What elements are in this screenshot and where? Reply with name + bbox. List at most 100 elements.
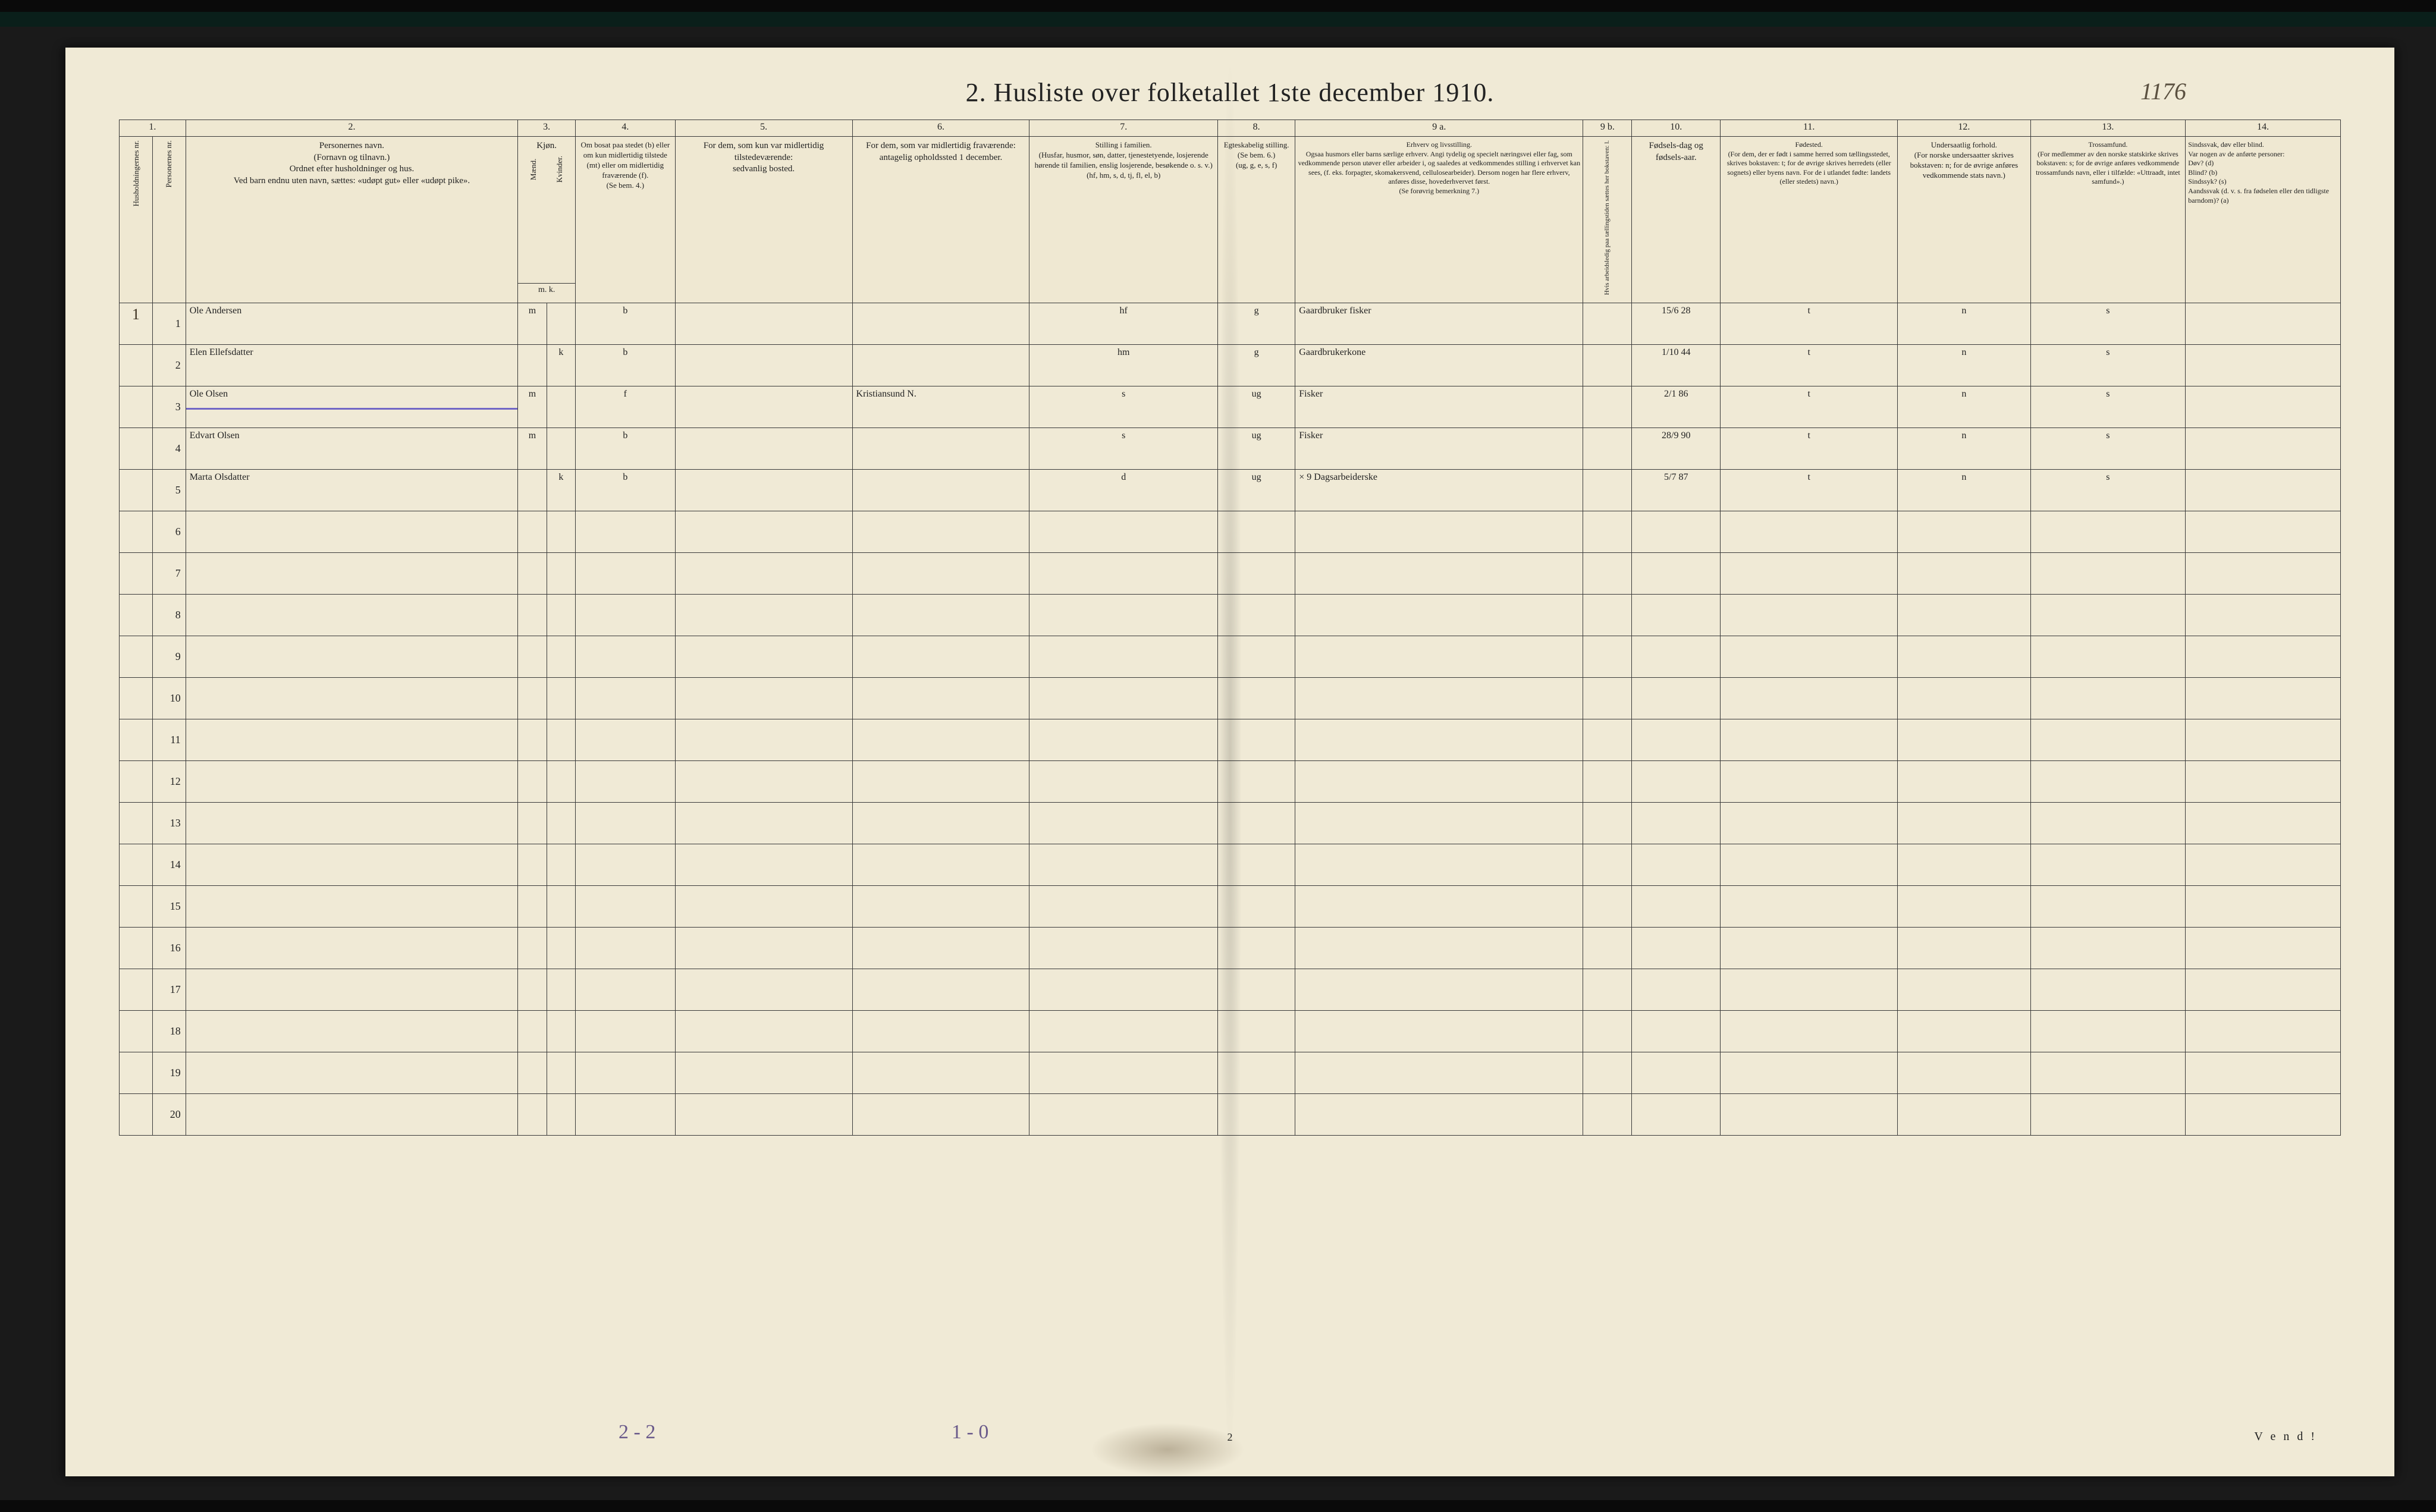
empty-cell: [1295, 677, 1583, 719]
empty-cell: [1898, 1093, 2030, 1135]
person-num: 11: [152, 719, 186, 760]
empty-cell: [576, 885, 676, 927]
empty-cell: [518, 885, 547, 927]
empty-cell: [1217, 844, 1295, 885]
hdr-num-5: 5.: [675, 120, 852, 137]
empty-cell: [518, 802, 547, 844]
person-num: 8: [152, 594, 186, 636]
hdr-num-12: 12.: [1898, 120, 2030, 137]
person-num: 15: [152, 885, 186, 927]
empty-cell: [1029, 885, 1218, 927]
hdr-num-2: 2.: [186, 120, 518, 137]
empty-cell: [1295, 719, 1583, 760]
empty-cell: [1632, 802, 1721, 844]
empty-cell: [1721, 511, 1898, 552]
empty-cell: [1632, 760, 1721, 802]
household-num: [120, 844, 153, 885]
empty-cell: [518, 969, 547, 1010]
empty-cell: [1583, 969, 1632, 1010]
empty-cell: [1898, 594, 2030, 636]
hdr-num-11: 11.: [1721, 120, 1898, 137]
ledger-page: 1176 2. Husliste over folketallet 1ste d…: [65, 48, 2394, 1476]
hdr-num-10: 10.: [1632, 120, 1721, 137]
empty-cell: [518, 511, 547, 552]
midl-tilstede: [675, 469, 852, 511]
hdr-num-7: 7.: [1029, 120, 1218, 137]
empty-cell: [1217, 885, 1295, 927]
hdr-c8: Egteskabelig stilling. (Se bem. 6.) (ug,…: [1217, 137, 1295, 303]
table-row-empty: 20: [120, 1093, 2341, 1135]
empty-cell: [1721, 1010, 1898, 1052]
empty-cell: [1583, 760, 1632, 802]
hdr-c13: Trossamfund. (For medlemmer av den norsk…: [2030, 137, 2186, 303]
empty-cell: [186, 636, 518, 677]
trossamfund: s: [2030, 427, 2186, 469]
empty-cell: [2186, 677, 2341, 719]
empty-cell: [186, 594, 518, 636]
empty-cell: [2186, 760, 2341, 802]
hdr-c3-label: Kjøn.: [520, 140, 573, 152]
empty-cell: [1898, 927, 2030, 969]
empty-cell: [518, 719, 547, 760]
empty-cell: [675, 844, 852, 885]
empty-cell: [2030, 1093, 2186, 1135]
person-num: 16: [152, 927, 186, 969]
empty-cell: [2030, 844, 2186, 885]
person-num: 13: [152, 802, 186, 844]
table-header: 1. 2. 3. 4. 5. 6. 7. 8. 9 a. 9 b. 10. 11…: [120, 120, 2341, 303]
bosat: b: [576, 303, 676, 344]
empty-cell: [518, 1093, 547, 1135]
empty-cell: [1898, 719, 2030, 760]
empty-cell: [675, 885, 852, 927]
empty-cell: [547, 885, 575, 927]
empty-cell: [1632, 844, 1721, 885]
empty-cell: [1295, 636, 1583, 677]
midl-fravaerende: [852, 469, 1029, 511]
empty-cell: [1583, 1010, 1632, 1052]
arbeidsledig: [1583, 427, 1632, 469]
household-num: [120, 552, 153, 594]
household-num: [120, 677, 153, 719]
empty-cell: [518, 1010, 547, 1052]
person-name: Edvart Olsen: [186, 427, 518, 469]
empty-cell: [547, 552, 575, 594]
household-num: [120, 469, 153, 511]
table-row: 5Marta Olsdatterkbdug× 9 Dagsarbeiderske…: [120, 469, 2341, 511]
hdr-c14: Sindssvak, døv eller blind. Var nogen av…: [2186, 137, 2341, 303]
empty-cell: [1217, 636, 1295, 677]
undersaat: n: [1898, 469, 2030, 511]
empty-cell: [2030, 594, 2186, 636]
hdr-num-14: 14.: [2186, 120, 2341, 137]
empty-cell: [547, 969, 575, 1010]
familie-stilling: s: [1029, 427, 1218, 469]
person-num: 9: [152, 636, 186, 677]
empty-cell: [1898, 760, 2030, 802]
empty-cell: [1721, 969, 1898, 1010]
empty-cell: [1721, 719, 1898, 760]
empty-cell: [576, 1052, 676, 1093]
person-name: Marta Olsdatter: [186, 469, 518, 511]
egteskab: ug: [1217, 427, 1295, 469]
empty-cell: [576, 802, 676, 844]
empty-cell: [547, 1093, 575, 1135]
empty-cell: [1632, 927, 1721, 969]
fodested: t: [1721, 303, 1898, 344]
empty-cell: [518, 677, 547, 719]
empty-cell: [675, 636, 852, 677]
household-num: [120, 1052, 153, 1093]
empty-cell: [1721, 927, 1898, 969]
empty-cell: [576, 511, 676, 552]
empty-cell: [852, 1010, 1029, 1052]
census-table: 1. 2. 3. 4. 5. 6. 7. 8. 9 a. 9 b. 10. 11…: [119, 120, 2341, 1136]
empty-cell: [1632, 1010, 1721, 1052]
empty-cell: [1029, 1093, 1218, 1135]
empty-cell: [186, 969, 518, 1010]
empty-cell: [1295, 844, 1583, 885]
empty-cell: [576, 677, 676, 719]
person-num: 12: [152, 760, 186, 802]
table-body: 11Ole AndersenmbhfgGaardbruker fisker15/…: [120, 303, 2341, 1135]
empty-cell: [1029, 594, 1218, 636]
empty-cell: [576, 719, 676, 760]
empty-cell: [1217, 719, 1295, 760]
empty-cell: [518, 594, 547, 636]
